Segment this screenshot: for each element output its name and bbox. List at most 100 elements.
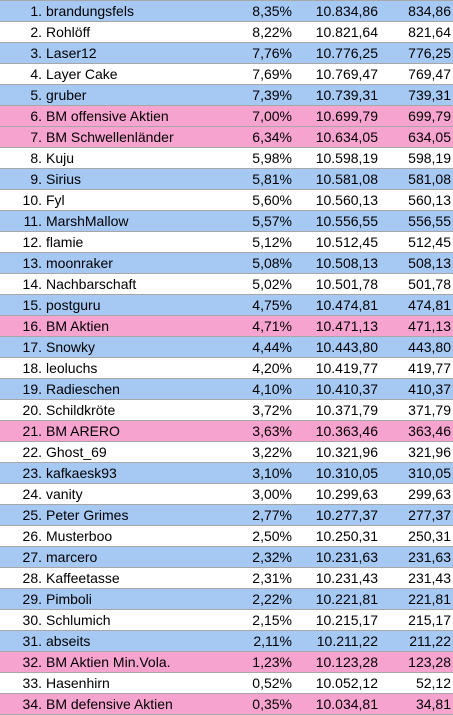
total-value-cell: 10.581,08 [294,168,380,190]
rank-cell: 23. [0,462,44,484]
rank-cell: 24. [0,483,44,505]
percent-cell: 8,35% [238,0,294,22]
name-cell: Pimboli [44,588,238,610]
table-row: 21. BM ARERO 3,63% 10.363,46 363,46 [0,420,453,442]
name-cell: Rohlöff [44,21,238,43]
gain-cell: 123,28 [380,651,453,673]
rank-cell: 5. [0,84,44,106]
name-cell: leoluchs [44,357,238,379]
name-cell: gruber [44,84,238,106]
rank-cell: 29. [0,588,44,610]
rank-cell: 25. [0,504,44,526]
table-row: 4. Layer Cake 7,69% 10.769,47 769,47 [0,63,453,85]
gain-cell: 821,64 [380,21,453,43]
percent-cell: 5,08% [238,252,294,274]
rank-cell: 14. [0,273,44,295]
name-cell: marcero [44,546,238,568]
rank-cell: 30. [0,609,44,631]
percent-cell: 5,02% [238,273,294,295]
percent-cell: 4,20% [238,357,294,379]
total-value-cell: 10.634,05 [294,126,380,148]
percent-cell: 3,00% [238,483,294,505]
gain-cell: 556,55 [380,210,453,232]
total-value-cell: 10.299,63 [294,483,380,505]
rank-cell: 16. [0,315,44,337]
percent-cell: 7,76% [238,42,294,64]
table-row: 1. brandungsfels 8,35% 10.834,86 834,86 [0,0,453,22]
percent-cell: 5,12% [238,231,294,253]
table-row: 16. BM Aktien 4,71% 10.471,13 471,13 [0,315,453,337]
gain-cell: 474,81 [380,294,453,316]
table-row: 19. Radieschen 4,10% 10.410,37 410,37 [0,378,453,400]
name-cell: moonraker [44,252,238,274]
total-value-cell: 10.739,31 [294,84,380,106]
name-cell: brandungsfels [44,0,238,22]
table-row: 28. Kaffeetasse 2,31% 10.231,43 231,43 [0,567,453,589]
total-value-cell: 10.215,17 [294,609,380,631]
total-value-cell: 10.443,80 [294,336,380,358]
gain-cell: 277,37 [380,504,453,526]
table-row: 15. postguru 4,75% 10.474,81 474,81 [0,294,453,316]
total-value-cell: 10.699,79 [294,105,380,127]
total-value-cell: 10.560,13 [294,189,380,211]
rank-cell: 33. [0,672,44,694]
rank-cell: 15. [0,294,44,316]
name-cell: Radieschen [44,378,238,400]
percent-cell: 7,00% [238,105,294,127]
gain-cell: 581,08 [380,168,453,190]
gain-cell: 211,22 [380,630,453,652]
name-cell: Sirius [44,168,238,190]
table-row: 31. abseits 2,11% 10.211,22 211,22 [0,630,453,652]
total-value-cell: 10.556,55 [294,210,380,232]
gain-cell: 598,19 [380,147,453,169]
percent-cell: 2,77% [238,504,294,526]
rank-cell: 11. [0,210,44,232]
rank-cell: 10. [0,189,44,211]
percent-cell: 2,32% [238,546,294,568]
gain-cell: 215,17 [380,609,453,631]
total-value-cell: 10.231,43 [294,567,380,589]
rank-cell: 8. [0,147,44,169]
total-value-cell: 10.419,77 [294,357,380,379]
gain-cell: 471,13 [380,315,453,337]
name-cell: Fyl [44,189,238,211]
gain-cell: 634,05 [380,126,453,148]
percent-cell: 3,22% [238,441,294,463]
gain-cell: 512,45 [380,231,453,253]
table-row: 26. Musterboo 2,50% 10.250,31 250,31 [0,525,453,547]
rank-cell: 7. [0,126,44,148]
gain-cell: 363,46 [380,420,453,442]
name-cell: postguru [44,294,238,316]
gain-cell: 321,96 [380,441,453,463]
percent-cell: 3,63% [238,420,294,442]
table-row: 6. BM offensive Aktien 7,00% 10.699,79 699,7… [0,105,453,127]
rank-cell: 21. [0,420,44,442]
rank-cell: 22. [0,441,44,463]
rank-cell: 13. [0,252,44,274]
rank-cell: 20. [0,399,44,421]
rank-cell: 27. [0,546,44,568]
total-value-cell: 10.250,31 [294,525,380,547]
table-row: 24. vanity 3,00% 10.299,63 299,63 [0,483,453,505]
total-value-cell: 10.512,45 [294,231,380,253]
name-cell: vanity [44,483,238,505]
percent-cell: 5,60% [238,189,294,211]
percent-cell: 5,57% [238,210,294,232]
name-cell: Musterboo [44,525,238,547]
total-value-cell: 10.508,13 [294,252,380,274]
table-row: 17. Snowky 4,44% 10.443,80 443,80 [0,336,453,358]
total-value-cell: 10.471,13 [294,315,380,337]
gain-cell: 560,13 [380,189,453,211]
total-value-cell: 10.598,19 [294,147,380,169]
table-row: 8. Kuju 5,98% 10.598,19 598,19 [0,147,453,169]
total-value-cell: 10.034,81 [294,693,380,715]
total-value-cell: 10.211,22 [294,630,380,652]
gain-cell: 699,79 [380,105,453,127]
gain-cell: 769,47 [380,63,453,85]
name-cell: abseits [44,630,238,652]
percent-cell: 7,39% [238,84,294,106]
table-row: 10. Fyl 5,60% 10.560,13 560,13 [0,189,453,211]
rank-cell: 2. [0,21,44,43]
table-row: 18. leoluchs 4,20% 10.419,77 419,77 [0,357,453,379]
gain-cell: 443,80 [380,336,453,358]
